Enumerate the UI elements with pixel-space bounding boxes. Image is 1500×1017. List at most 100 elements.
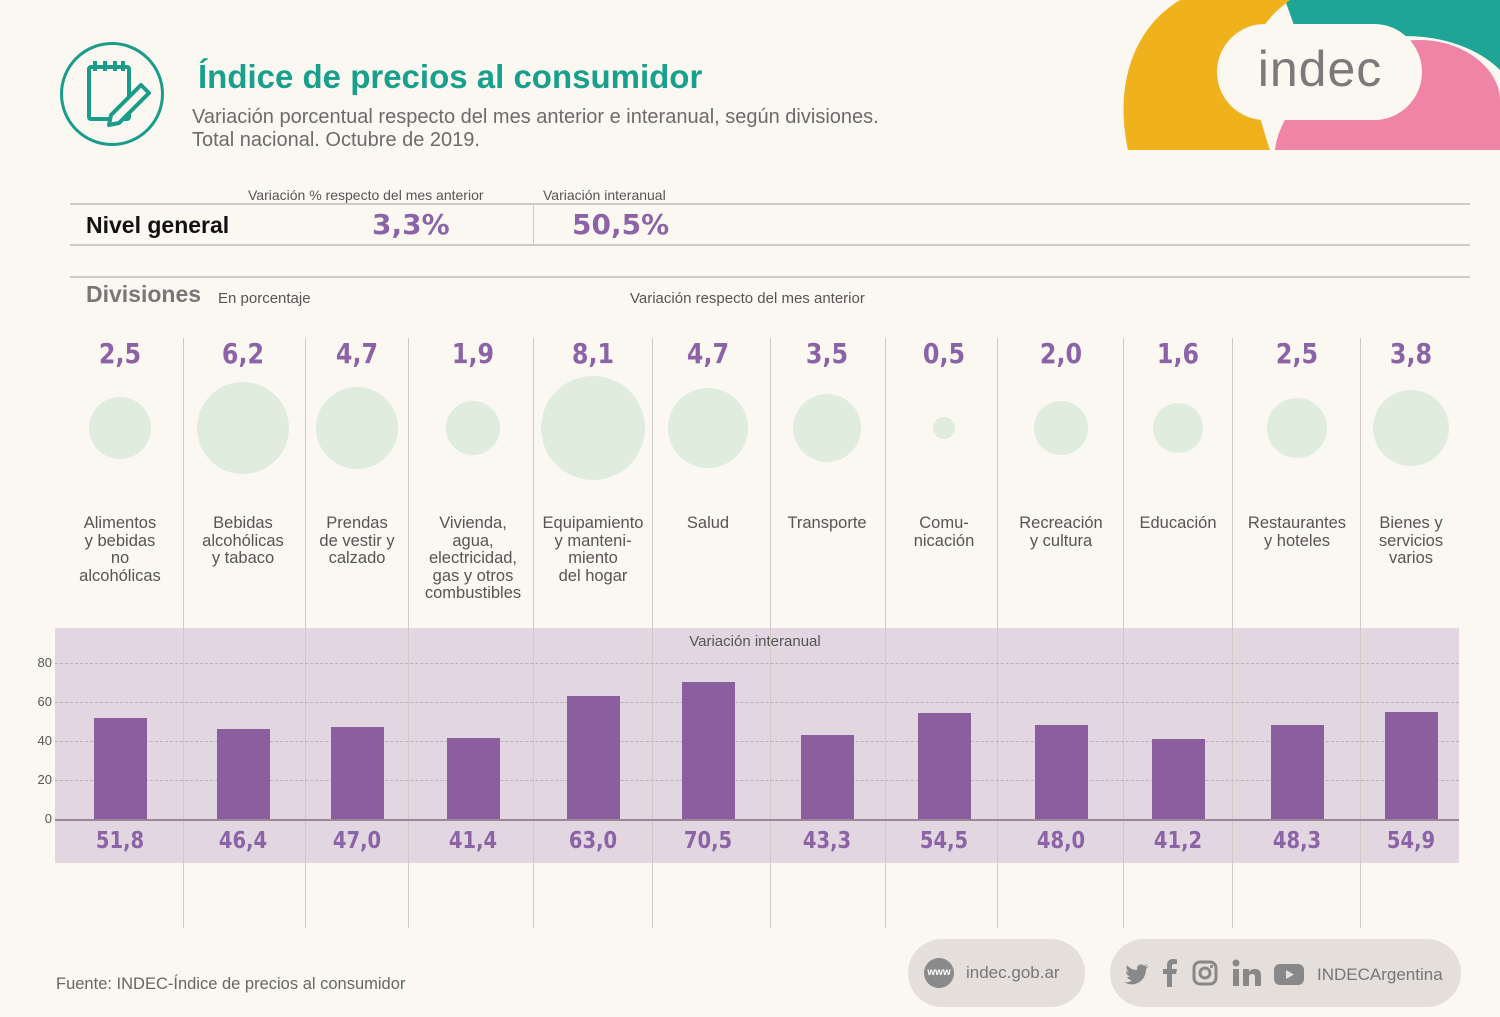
division-label-line: Comu-	[919, 514, 969, 532]
monthly-variation-value: 3,8	[1389, 337, 1433, 370]
division-icon	[1034, 401, 1088, 455]
monthly-variation-value: 1,6	[1156, 337, 1200, 370]
annual-bar	[1152, 738, 1205, 819]
annual-bar	[1385, 711, 1438, 819]
division-label: Bebidas alcohólicas y tabaco	[185, 514, 301, 568]
division-label-line: y bebidas	[84, 531, 156, 550]
annual-variation-value: 63,0	[568, 828, 618, 854]
column-divider	[1232, 338, 1233, 928]
monthly-variation-value: 3,5	[805, 337, 849, 370]
annual-variation-value: 54,9	[1386, 828, 1436, 854]
division-icon	[89, 397, 151, 459]
annual-bar	[682, 681, 735, 819]
brand-corner: indec	[1120, 0, 1500, 150]
division-label-line: electricidad,	[428, 549, 518, 567]
annual-chart-panel	[55, 628, 1459, 863]
table-top-rule	[70, 203, 1470, 205]
instagram-icon[interactable]	[1192, 960, 1218, 986]
annual-bar	[1035, 725, 1088, 819]
website-link[interactable]: indec.gob.ar	[966, 963, 1060, 982]
brand-logo-text: indec	[1257, 41, 1383, 97]
annual-variation-value: 48,3	[1272, 828, 1322, 854]
nivel-general-label: Nivel general	[86, 212, 230, 238]
annual-variation-value: 43,3	[802, 828, 852, 854]
division-label-line: y manteni-	[554, 531, 632, 550]
annual-bar	[1271, 724, 1324, 819]
monthly-variation-value: 1,9	[451, 337, 495, 370]
annual-variation-value: 48,0	[1036, 828, 1086, 854]
y-tick-label: 80	[37, 655, 52, 670]
monthly-variation-value: 2,5	[1275, 337, 1319, 370]
page-title: Índice de precios al consumidor	[198, 58, 703, 95]
gridline	[55, 663, 1459, 664]
annual-bar	[94, 717, 147, 819]
divisions-title: Divisiones	[86, 281, 202, 307]
division-label-line: Recreación	[1019, 514, 1103, 532]
page-subtitle: Variación porcentual respecto del mes an…	[192, 106, 879, 152]
division-label-line: Vivienda,	[439, 514, 507, 532]
division-label-line: calzado	[328, 549, 386, 567]
annual-variation-header: Variación interanual	[543, 187, 666, 203]
monthly-variation-value: 4,7	[335, 337, 379, 370]
division-icon	[1373, 390, 1449, 466]
nivel-divider	[533, 205, 534, 245]
social-pill: INDECArgentina	[1110, 939, 1461, 1007]
division-label-line: Equipamiento	[542, 514, 644, 532]
division-label-line: Restaurantes	[1247, 514, 1347, 532]
division-label-line: y cultura	[1029, 531, 1093, 550]
division-label: Bienes y servicios varios	[1353, 514, 1469, 568]
division-label-line: miento	[568, 549, 618, 567]
divisions-unit: En porcentaje	[218, 290, 311, 307]
monthly-variation-value: 2,0	[1039, 337, 1083, 370]
division-label-line: servicios	[1378, 531, 1444, 550]
division-label-line: nicación	[913, 531, 975, 550]
social-handle[interactable]: INDECArgentina	[1317, 965, 1443, 984]
monthly-variation-value: 2,5	[98, 337, 142, 370]
annual-variation-value: 41,4	[448, 828, 498, 854]
monthly-variation-value: 4,7	[686, 337, 730, 370]
nivel-annual-value: 50,5%	[572, 208, 670, 241]
annual-variation-value: 70,5	[683, 828, 733, 854]
division-label-line: Transporte	[787, 514, 867, 532]
division-label-line: Salud	[686, 514, 730, 532]
division-icon	[668, 388, 748, 468]
division-label-line: Prendas	[326, 514, 388, 532]
division-label: Prendas de vestir y calzado	[299, 514, 415, 568]
linkedin-icon[interactable]	[1232, 959, 1262, 987]
annual-bar	[331, 727, 384, 819]
column-divider	[997, 338, 998, 928]
division-icon	[197, 382, 289, 474]
gridline	[55, 702, 1459, 703]
division-label-line: Educación	[1139, 514, 1217, 532]
division-label-line: de vestir y	[319, 531, 395, 550]
division-label-line: no	[110, 549, 130, 567]
website-pill[interactable]: www indec.gob.ar	[908, 939, 1085, 1007]
twitter-icon[interactable]	[1124, 963, 1150, 985]
column-divider	[652, 338, 653, 928]
monthly-variation-caption: Variación respecto del mes anterior	[630, 290, 865, 307]
division-icon	[446, 401, 500, 455]
division-label-line: Bebidas	[213, 514, 273, 532]
division-label-line: varios	[1388, 549, 1433, 567]
youtube-icon[interactable]	[1274, 964, 1304, 985]
division-icon	[933, 417, 955, 439]
gridline	[55, 741, 1459, 742]
division-label-line: combustibles	[424, 584, 522, 602]
annual-variation-value: 46,4	[218, 828, 268, 854]
division-label: Vivienda, agua, electricidad, gas y otros co…	[415, 514, 531, 603]
column-divider	[408, 338, 409, 928]
annual-variation-value: 54,5	[919, 828, 969, 854]
division-label: Educación	[1120, 514, 1236, 533]
division-label-line: gas y otros	[432, 566, 514, 585]
www-icon: www	[924, 958, 954, 988]
facebook-icon[interactable]	[1162, 959, 1178, 987]
division-label: Recreación y cultura	[1003, 514, 1119, 550]
annual-chart-caption: Variación interanual	[689, 633, 821, 650]
division-label: Salud	[650, 514, 766, 533]
annual-bar	[801, 734, 854, 819]
gridline	[55, 780, 1459, 781]
division-label-line: alcohólicas	[202, 531, 284, 550]
monthly-variation-header: Variación % respecto del mes anterior	[248, 187, 484, 203]
annual-bar	[447, 738, 500, 819]
division-icon	[541, 376, 645, 480]
